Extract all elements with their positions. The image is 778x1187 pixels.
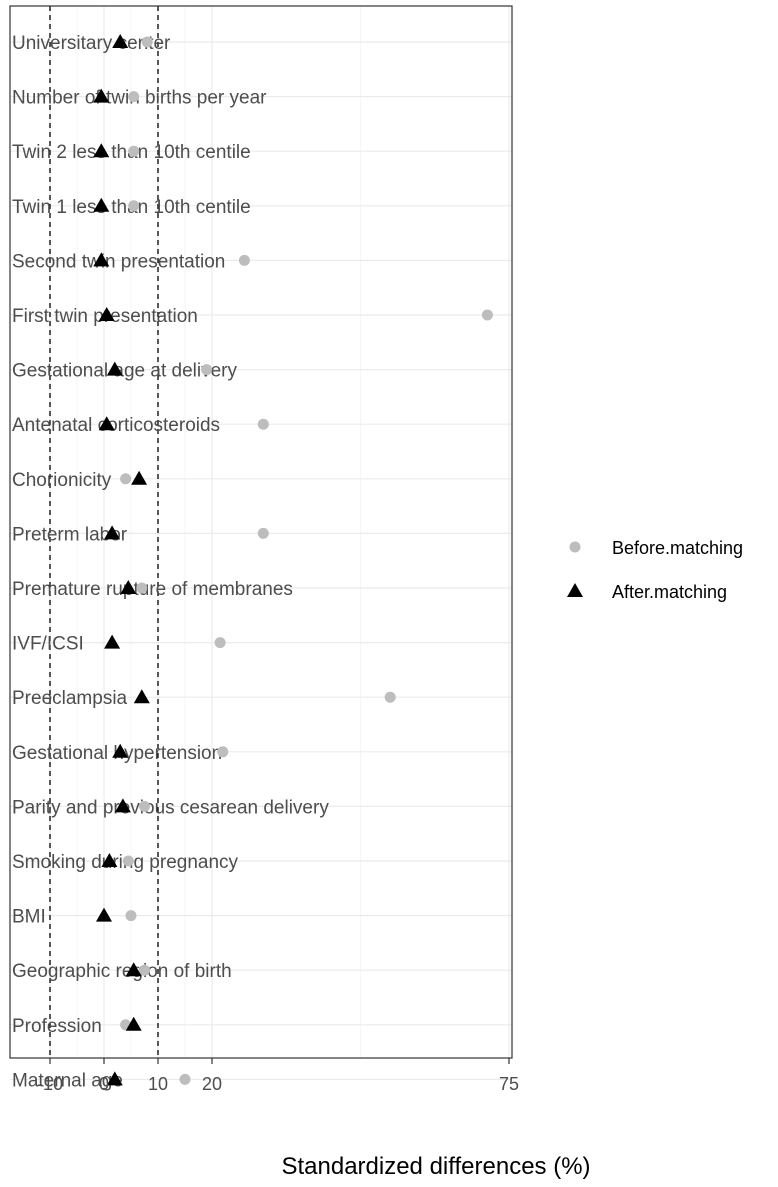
legend-circle-icon — [569, 541, 581, 553]
after-matching-point — [114, 798, 131, 813]
before-matching-point — [122, 855, 134, 867]
after-matching-point — [131, 470, 148, 485]
x-axis: -10 0 10 20 75 — [37, 1058, 519, 1094]
panel-border — [9, 5, 513, 1059]
after-matching-point — [93, 252, 110, 267]
data-points — [93, 34, 493, 1086]
category-label: Maternal age — [12, 1070, 123, 1091]
after-matching-point — [93, 143, 110, 158]
category-label: Universitary center — [12, 33, 171, 54]
before-matching-point — [139, 964, 150, 976]
before-matching-point — [136, 582, 148, 594]
x-tick-label: 20 — [202, 1074, 222, 1094]
category-label: IVF/ICSI — [12, 634, 84, 655]
category-labels: Universitary center Number of twin births… — [12, 33, 329, 1091]
legend-triangle-icon — [567, 583, 583, 597]
after-matching-point — [106, 1071, 123, 1086]
before-matching-point — [201, 364, 213, 376]
x-tick-label: 0 — [99, 1074, 109, 1094]
before-matching-point — [120, 473, 132, 485]
legend: Before.matching After.matching — [567, 538, 743, 602]
before-matching-point — [481, 309, 493, 321]
reference-lines — [49, 6, 159, 1058]
before-matching-point — [214, 637, 226, 649]
after-matching-point — [93, 197, 110, 212]
category-label: Geographic region of birth — [12, 961, 232, 982]
category-label: Premature rupture of membranes — [12, 579, 293, 600]
after-matching-point — [125, 962, 142, 977]
after-matching-point — [104, 525, 121, 540]
before-matching-point — [257, 527, 269, 539]
category-label: Preterm labor — [12, 524, 128, 545]
after-matching-point — [104, 634, 121, 649]
category-label: Preeclampsia — [12, 688, 128, 709]
x-tick-label: -10 — [37, 1074, 63, 1094]
after-matching-point — [106, 361, 123, 376]
legend-label-before: Before.matching — [612, 538, 743, 558]
before-matching-point — [141, 36, 153, 48]
x-tick-label: 10 — [148, 1074, 168, 1094]
legend-label-after: After.matching — [612, 582, 727, 602]
x-axis-title: Standardized differences (%) — [281, 1153, 590, 1180]
after-matching-point — [120, 580, 137, 594]
before-matching-point — [125, 910, 137, 922]
after-matching-point — [101, 853, 118, 867]
category-label: Gestational age at delivery — [12, 361, 237, 382]
category-label: Antenatal corticosteroids — [12, 415, 220, 436]
after-matching-point — [112, 34, 129, 48]
before-matching-point — [139, 800, 150, 812]
before-matching-point — [128, 91, 140, 103]
after-matching-point — [98, 416, 115, 431]
after-matching-point — [98, 307, 115, 321]
category-label: Parity and previous cesarean delivery — [12, 797, 329, 818]
category-label: Chorionicity — [12, 470, 112, 491]
category-label: BMI — [12, 907, 46, 928]
category-label: Profession — [12, 1016, 102, 1037]
before-matching-point — [217, 746, 229, 758]
after-matching-point — [125, 1016, 142, 1031]
before-matching-point — [257, 418, 269, 430]
before-matching-point — [128, 145, 140, 157]
before-matching-point — [179, 1073, 191, 1085]
after-matching-point — [133, 689, 150, 704]
after-matching-point — [93, 88, 110, 103]
after-matching-point — [96, 907, 112, 922]
category-label: Second twin presentation — [12, 251, 225, 272]
x-tick-label: 75 — [499, 1074, 519, 1094]
before-matching-point — [384, 691, 396, 703]
category-label: Number of twin births per year — [12, 88, 267, 109]
before-matching-point — [238, 254, 250, 266]
after-matching-point — [112, 743, 129, 758]
before-matching-point — [128, 200, 140, 212]
